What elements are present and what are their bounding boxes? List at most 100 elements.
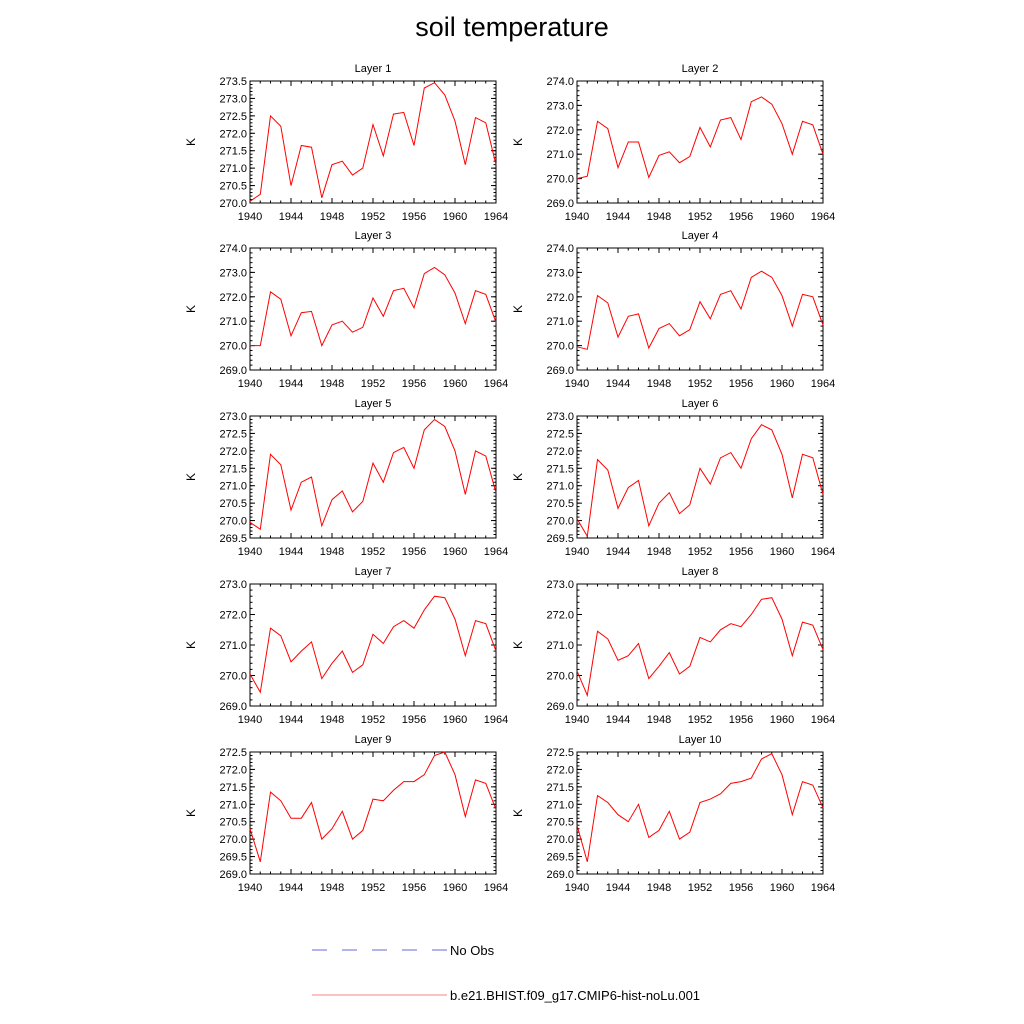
- x-tick-label: 1952: [688, 714, 712, 726]
- x-tick-label: 1952: [688, 211, 712, 223]
- x-tick-label: 1952: [361, 882, 385, 894]
- x-tick-label: 1940: [565, 378, 589, 390]
- x-tick-label: 1964: [484, 546, 508, 558]
- x-tick-label: 1960: [770, 546, 794, 558]
- panel-title: Layer 10: [679, 734, 722, 746]
- y-tick-label: 272.0: [546, 125, 574, 137]
- y-axis-label: K: [511, 305, 525, 313]
- series-line: [576, 753, 824, 862]
- panel-title: Layer 3: [355, 230, 392, 242]
- y-tick-label: 270.5: [219, 498, 247, 510]
- y-tick-label: 269.0: [546, 869, 574, 881]
- panel-8: Layer 8 K 269.0 270.0 271.0 272.0 273.0 1940 194…: [511, 566, 835, 726]
- panel-title: Layer 5: [355, 398, 392, 410]
- y-tick-label: 270.0: [219, 341, 247, 353]
- panel-1: Layer 1 K 270.0 270.5 271.0 271.5 272.0 272.5 27…: [184, 63, 508, 223]
- y-tick-label: 270.0: [219, 198, 247, 210]
- y-axis-label: K: [511, 809, 525, 817]
- x-tick-label: 1948: [320, 546, 344, 558]
- y-tick-label: 273.0: [219, 411, 247, 423]
- x-tick-label: 1952: [361, 714, 385, 726]
- y-axis-label: K: [511, 138, 525, 146]
- y-tick-label: 272.0: [546, 292, 574, 304]
- y-tick-label: 271.5: [219, 146, 247, 158]
- x-tick-label: 1952: [688, 546, 712, 558]
- x-tick-label: 1960: [770, 378, 794, 390]
- y-tick-label: 273.0: [219, 579, 247, 591]
- panel-3: Layer 3 K 269.0 270.0 271.0 272.0 273.0 274.0 19…: [184, 230, 508, 390]
- y-tick-label: 270.5: [546, 817, 574, 829]
- y-tick-label: 272.5: [219, 428, 247, 440]
- y-tick-label: 274.0: [546, 243, 574, 255]
- x-tick-label: 1948: [320, 378, 344, 390]
- x-tick-label: 1944: [279, 882, 303, 894]
- y-tick-label: 271.0: [546, 316, 574, 328]
- y-tick-label: 271.0: [546, 481, 574, 493]
- x-tick-label: 1944: [606, 378, 630, 390]
- plot-frame: [576, 583, 824, 707]
- x-tick-label: 1956: [729, 211, 753, 223]
- y-tick-label: 272.0: [546, 764, 574, 776]
- y-tick-label: 270.0: [219, 516, 247, 528]
- panel-title: Layer 9: [355, 734, 392, 746]
- panel-9: Layer 9 K 269.0 269.5 270.0 270.5 271.0 271.5 27…: [184, 734, 508, 894]
- y-tick-label: 271.5: [546, 782, 574, 794]
- x-tick-label: 1952: [688, 378, 712, 390]
- y-tick-label: 273.0: [546, 267, 574, 279]
- x-tick-label: 1956: [402, 714, 426, 726]
- y-tick-label: 272.0: [546, 610, 574, 622]
- y-tick-label: 272.5: [219, 747, 247, 759]
- y-tick-label: 270.0: [546, 341, 574, 353]
- y-tick-label: 272.0: [546, 446, 574, 458]
- y-tick-label: 269.0: [546, 365, 574, 377]
- y-tick-label: 269.0: [546, 701, 574, 713]
- y-axis-label: K: [184, 809, 198, 817]
- y-tick-label: 269.5: [219, 852, 247, 864]
- x-tick-label: 1952: [361, 546, 385, 558]
- plot-frame: [576, 415, 824, 539]
- plot-frame: [249, 247, 497, 371]
- x-tick-label: 1940: [238, 714, 262, 726]
- y-tick-label: 269.5: [219, 533, 247, 545]
- figure-title: soil temperature: [415, 12, 609, 42]
- plot-frame: [249, 751, 497, 875]
- y-tick-label: 269.0: [546, 198, 574, 210]
- x-tick-label: 1948: [320, 882, 344, 894]
- series-line: [576, 597, 824, 698]
- x-tick-label: 1940: [565, 714, 589, 726]
- y-tick-label: 273.0: [219, 267, 247, 279]
- x-tick-label: 1948: [320, 714, 344, 726]
- y-tick-label: 272.0: [219, 292, 247, 304]
- panel-title: Layer 7: [355, 566, 392, 578]
- y-tick-label: 270.5: [219, 181, 247, 193]
- x-tick-label: 1944: [279, 211, 303, 223]
- panel-title: Layer 1: [355, 63, 392, 75]
- x-tick-label: 1964: [484, 211, 508, 223]
- y-tick-label: 272.5: [219, 111, 247, 123]
- series-line: [250, 266, 497, 347]
- y-axis-label: K: [184, 473, 198, 481]
- plot-frame: [249, 80, 497, 204]
- y-tick-label: 274.0: [219, 243, 247, 255]
- x-tick-label: 1948: [320, 211, 344, 223]
- panel-2: Layer 2 K 269.0 270.0 271.0 272.0 273.0 274.0 19…: [511, 63, 835, 223]
- x-tick-label: 1964: [811, 714, 835, 726]
- series-line: [576, 96, 824, 180]
- series-line: [249, 418, 497, 531]
- x-tick-label: 1960: [770, 882, 794, 894]
- y-tick-label: 273.0: [546, 411, 574, 423]
- x-tick-label: 1944: [279, 714, 303, 726]
- y-tick-label: 270.5: [219, 817, 247, 829]
- x-tick-label: 1944: [279, 546, 303, 558]
- y-tick-label: 272.0: [219, 128, 247, 140]
- y-tick-label: 270.0: [219, 671, 247, 683]
- y-tick-label: 271.0: [219, 799, 247, 811]
- plot-frame: [249, 415, 497, 539]
- y-tick-label: 269.0: [219, 365, 247, 377]
- series-line: [576, 270, 824, 350]
- x-tick-label: 1940: [238, 882, 262, 894]
- x-tick-label: 1940: [238, 378, 262, 390]
- y-axis-label: K: [511, 473, 525, 481]
- x-tick-label: 1956: [402, 211, 426, 223]
